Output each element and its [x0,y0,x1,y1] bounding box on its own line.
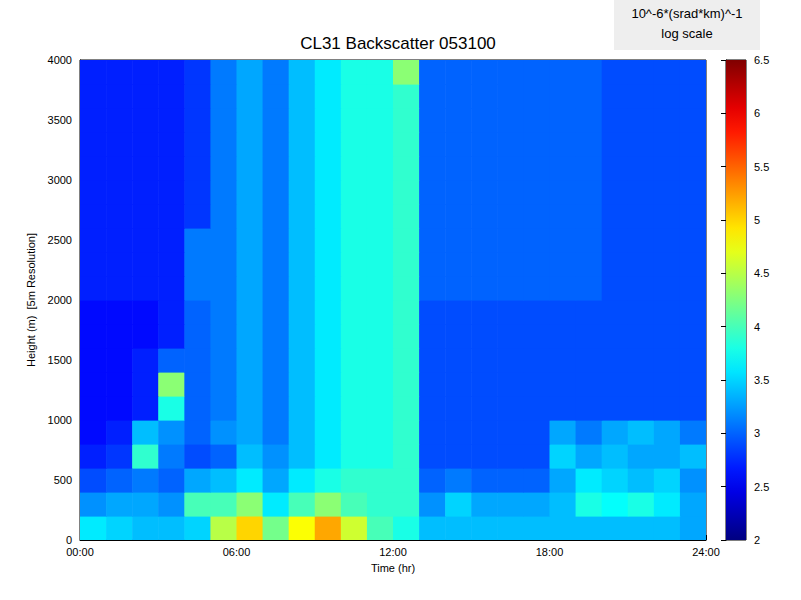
svg-text:5: 5 [754,214,760,226]
svg-text:4: 4 [754,321,760,333]
svg-text:0: 0 [66,534,72,546]
svg-text:2000: 2000 [48,294,72,306]
svg-text:06:00: 06:00 [223,546,251,558]
svg-text:4000: 4000 [48,54,72,66]
svg-text:1000: 1000 [48,414,72,426]
svg-text:2500: 2500 [48,234,72,246]
svg-text:Time (hr): Time (hr) [371,562,415,574]
svg-text:CL31 Backscatter 053100: CL31 Backscatter 053100 [300,34,496,53]
svg-text:500: 500 [54,474,72,486]
svg-text:3500: 3500 [48,114,72,126]
svg-text:3: 3 [754,427,760,439]
svg-text:18:00: 18:00 [536,546,564,558]
svg-text:6: 6 [754,107,760,119]
svg-text:10^-6*(srad*km)^-1: 10^-6*(srad*km)^-1 [631,6,742,21]
svg-text:6.5: 6.5 [754,54,769,66]
svg-text:2.5: 2.5 [754,481,769,493]
svg-text:1500: 1500 [48,354,72,366]
svg-text:log scale: log scale [661,26,712,41]
svg-text:00:00: 00:00 [66,546,94,558]
svg-text:3000: 3000 [48,174,72,186]
svg-text:12:00: 12:00 [379,546,407,558]
svg-text:24:00: 24:00 [692,546,720,558]
svg-text:4.5: 4.5 [754,267,769,279]
svg-text:Height (m) [5m Resolution]: Height (m) [5m Resolution] [25,233,37,367]
svg-text:3.5: 3.5 [754,374,769,386]
svg-text:5.5: 5.5 [754,161,769,173]
svg-text:2: 2 [754,534,760,546]
